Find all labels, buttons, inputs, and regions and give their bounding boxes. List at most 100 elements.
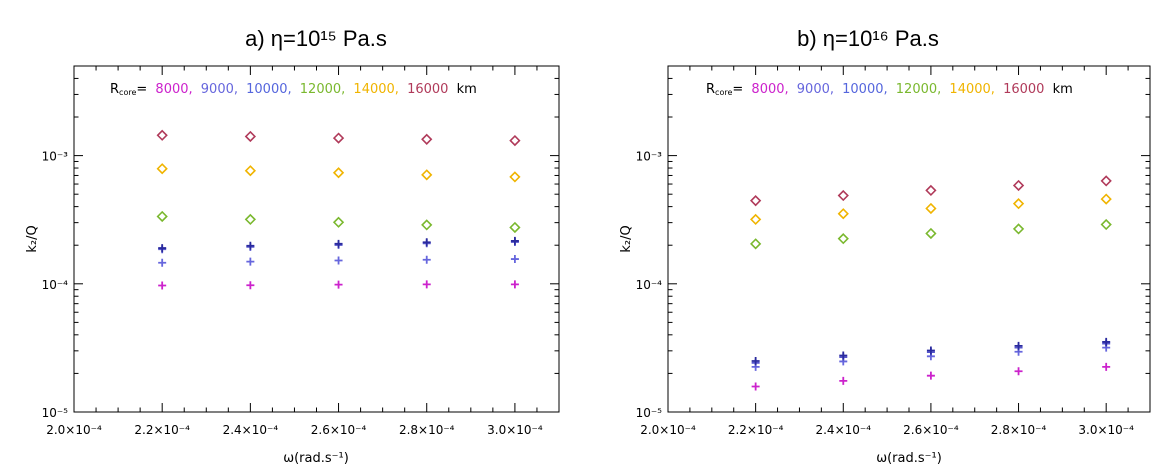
panel-a-series-1-point-2 [334, 256, 343, 265]
panel-b-series-6-point-0 [750, 195, 762, 207]
panel-a-legend-unit: km [457, 82, 477, 97]
y-tick-label: 10⁻³ [42, 150, 69, 164]
y-tick-label: 10⁻⁴ [42, 278, 69, 292]
panel-b-series-4-point-1 [837, 233, 849, 245]
panel-a-series-6-point-4 [509, 134, 521, 147]
y-tick-label: 10⁻³ [636, 150, 663, 164]
x-tick-label: 2.4×10⁻⁴ [223, 423, 279, 437]
panel-b-series-6-point-1 [837, 189, 849, 202]
panel-b-series-0-point-2 [926, 371, 935, 380]
panel-b: b) η=10¹⁶ Pa.s 2.0×10⁻⁴ 2.2×10⁻⁴ 2.4×10⁻⁴ 2… [619, 26, 1151, 466]
panel-b-series-3-point-0 [751, 356, 760, 365]
panel-b-y-axis-label: k₂/Q [619, 225, 634, 252]
x-tick-label: 2.4×10⁻⁴ [815, 423, 871, 437]
panel-a-series-4-point-4 [509, 221, 521, 234]
panel-b-series-5-point-1 [837, 208, 849, 220]
x-tick-label: 3.0×10⁻⁴ [1078, 423, 1134, 437]
panel-a-series-5-point-1 [244, 165, 256, 177]
panel-a-legend-entry-9000: 9000, [201, 82, 238, 97]
panel-a-legend-prefix: R [110, 82, 119, 97]
panel-b-series-6-point-3 [1012, 179, 1025, 192]
panel-a-data-points [156, 129, 521, 290]
panel-a-series-4-point-2 [332, 216, 345, 228]
panel-a-series-6-point-0 [156, 129, 168, 141]
x-tick-label: 2.8×10⁻⁴ [399, 423, 455, 437]
panel-b-legend-entry-9000: 9000, [797, 82, 834, 97]
panel-b-plot-frame [667, 65, 1151, 413]
svg-text:Rcore= 8000, 9: Rcore= 8000, 9000, 10000, 12000, 14000, … [706, 82, 1073, 97]
y-tick-label: 10⁻⁴ [636, 278, 663, 292]
panel-a-series-6-point-2 [332, 132, 345, 144]
panel-a-series-5-point-3 [421, 169, 433, 181]
panel-b-series-3-point-4 [1102, 337, 1111, 346]
panel-b-series-6-point-4 [1100, 175, 1112, 187]
panel-a-x-axis-label: ω(rad.s⁻¹) [283, 451, 349, 466]
panel-a: a) η=10¹⁵ Pa.s 2.0×10⁻⁴ 2.2×10⁻⁴ 2.4×10⁻⁴ 2… [25, 26, 560, 466]
y-tick-label: 10⁻⁵ [42, 406, 69, 420]
panel-a-series-6-point-3 [421, 133, 433, 145]
panel-a-series-0-point-2 [334, 280, 343, 289]
panel-b-legend-prefix-sub: core [715, 88, 732, 97]
panel-a-legend-entry-8000: 8000, [155, 82, 192, 97]
panel-a-plot-frame [73, 65, 560, 413]
panel-b-series-0-point-0 [751, 382, 760, 391]
panel-a-series-5-point-2 [332, 167, 345, 179]
x-tick-label: 2.6×10⁻⁴ [311, 423, 367, 437]
panel-a-title: a) η=10¹⁵ Pa.s [245, 26, 387, 51]
panel-a-y-axis-label: k₂/Q [25, 225, 40, 252]
panel-a-legend-entry-14000: 14000, [353, 82, 399, 97]
panel-a-series-0-point-0 [158, 281, 167, 290]
panel-b-series-5-point-3 [1012, 198, 1025, 210]
panel-b-y-tick-labels: 10⁻⁵ 10⁻⁴ 10⁻³ [636, 150, 663, 420]
x-tick-label: 2.0×10⁻⁴ [46, 423, 102, 437]
panel-a-series-3-point-4 [510, 236, 519, 245]
svg-text:Rcore= 8000, 9: Rcore= 8000, 9000, 10000, 12000, 14000, … [110, 82, 477, 97]
x-tick-label: 2.6×10⁻⁴ [903, 423, 959, 437]
panel-a-series-0-point-4 [510, 280, 519, 289]
panel-b-legend-entry-8000: 8000, [751, 82, 788, 97]
panel-a-series-3-point-1 [246, 241, 255, 250]
panel-b-series-4-point-2 [925, 227, 937, 240]
panel-a-series-3-point-3 [422, 238, 431, 247]
panel-b-legend-entry-12000: 12000, [896, 82, 942, 97]
panel-a-legend-prefix-sub: core [119, 88, 136, 97]
panel-b-series-0-point-1 [839, 376, 848, 385]
panel-b-series-5-point-2 [925, 202, 937, 215]
panel-a-series-1-point-1 [246, 257, 255, 266]
panel-a-y-tick-labels: 10⁻⁵ 10⁻⁴ 10⁻³ [42, 150, 69, 420]
x-tick-label: 3.0×10⁻⁴ [487, 423, 543, 437]
panel-b-legend-entry-10000: 10000, [842, 82, 888, 97]
panel-a-series-4-point-0 [156, 210, 168, 223]
panel-a-series-0-point-1 [246, 281, 255, 290]
panel-b-legend-entry-16000: 16000 [1003, 82, 1044, 97]
x-tick-label: 2.8×10⁻⁴ [991, 423, 1047, 437]
panel-b-series-0-point-4 [1102, 362, 1111, 371]
panel-a-series-4-point-3 [421, 219, 433, 231]
panel-b-series-5-point-4 [1100, 193, 1112, 205]
panel-b-series-4-point-3 [1012, 223, 1025, 235]
panel-a-series-4-point-1 [244, 213, 256, 226]
panel-b-legend-entry-14000: 14000, [949, 82, 995, 97]
panel-a-legend-entry-16000: 16000 [407, 82, 448, 97]
panel-b-series-0-point-3 [1014, 367, 1023, 376]
panel-a-series-0-point-3 [422, 280, 431, 289]
panel-a-series-3-point-2 [334, 239, 343, 248]
panel-a-series-5-point-0 [156, 163, 168, 175]
panel-a-legend: Rcore= 8000, 9000, 10000, 12000, 14000, … [110, 82, 477, 97]
x-tick-label: 2.2×10⁻⁴ [728, 423, 784, 437]
panel-b-ticks [667, 65, 1151, 413]
panel-a-series-3-point-0 [158, 244, 167, 253]
panel-b-legend-prefix-eq: = [732, 82, 743, 97]
panel-a-legend-entry-12000: 12000, [300, 82, 346, 97]
panel-b-legend-unit: km [1053, 82, 1073, 97]
panel-a-series-6-point-1 [244, 130, 256, 143]
panel-b-x-tick-labels: 2.0×10⁻⁴ 2.2×10⁻⁴ 2.4×10⁻⁴ 2.6×10⁻⁴ 2.8×10⁻⁴… [640, 423, 1134, 437]
panel-a-series-1-point-4 [510, 255, 519, 264]
panel-b-series-4-point-4 [1100, 218, 1112, 231]
panel-b-x-axis-label: ω(rad.s⁻¹) [876, 451, 942, 466]
panel-a-ticks [73, 65, 560, 413]
panel-b-series-3-point-1 [839, 351, 848, 360]
panel-b-legend: Rcore= 8000, 9000, 10000, 12000, 14000, … [706, 82, 1073, 97]
panel-b-legend-prefix: R [706, 82, 715, 97]
panel-b-series-3-point-2 [926, 346, 935, 355]
